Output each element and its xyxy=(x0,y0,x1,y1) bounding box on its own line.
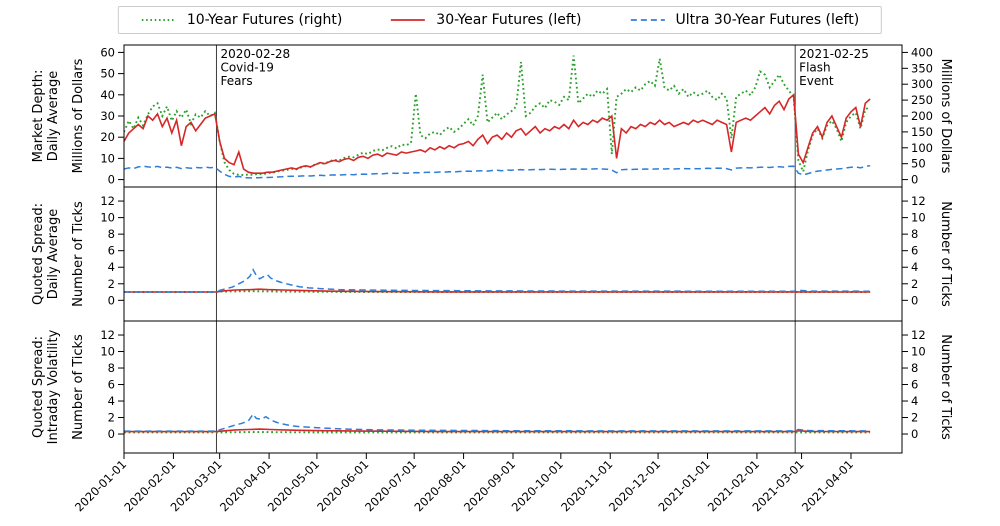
y-tick-label: 20 xyxy=(100,130,115,144)
y-tick-label: 2 xyxy=(108,277,115,291)
series-30-year-futures-left xyxy=(124,288,871,293)
y-tick-label: 6 xyxy=(108,378,115,392)
y-tick-label-right: 12 xyxy=(911,194,926,208)
y-tick-label-right: 150 xyxy=(911,125,933,139)
ylabel-left: Number of Ticks xyxy=(71,334,86,440)
y-tick-label-right: 0 xyxy=(911,427,918,441)
annotation-text: 2021-02-25 xyxy=(799,47,869,61)
legend-item-ultra-30-year: Ultra 30-Year Futures (left) xyxy=(630,12,860,28)
legend-label-10-year: 10-Year Futures (right) xyxy=(186,12,343,28)
y-tick-label: 8 xyxy=(108,361,115,375)
x-tick-label: 2020-10-01 xyxy=(509,457,566,514)
annotation-text: Covid-19 xyxy=(220,61,273,75)
series-ultra-30-year-futures-left xyxy=(124,165,871,179)
y-tick-label: 60 xyxy=(100,45,115,59)
x-tick-label: 2021-01-01 xyxy=(655,457,712,514)
y-tick-label: 4 xyxy=(108,394,115,408)
y-tick-label-right: 0 xyxy=(911,293,918,307)
y-tick-label: 0 xyxy=(108,427,115,441)
x-tick-label: 2020-12-01 xyxy=(606,457,663,514)
legend-label-30-year: 30-Year Futures (left) xyxy=(436,12,582,28)
dashed-line-icon xyxy=(630,19,665,21)
y-tick-label-right: 2 xyxy=(911,411,918,425)
y-tick-label: 12 xyxy=(100,194,115,208)
solid-line-icon xyxy=(391,19,426,21)
y-tick-label-right: 300 xyxy=(911,77,933,91)
y-tick-label: 0 xyxy=(108,293,115,307)
y-tick-label-right: 2 xyxy=(911,277,918,291)
y-tick-label-right: 6 xyxy=(911,244,918,258)
annotation-text: Flash xyxy=(799,61,830,75)
panel-frame-1 xyxy=(123,186,903,322)
y-tick-label: 12 xyxy=(100,328,115,342)
x-tick-label: 2020-07-01 xyxy=(362,457,419,514)
x-tick-label: 2020-08-01 xyxy=(412,457,469,514)
y-tick-label-right: 250 xyxy=(911,93,933,107)
y-tick-label-right: 50 xyxy=(911,157,926,171)
y-tick-label-right: 8 xyxy=(911,227,918,241)
y-tick-label-right: 0 xyxy=(911,173,918,187)
y-tick-label-right: 400 xyxy=(911,45,933,59)
y-tick-label-right: 4 xyxy=(911,260,918,274)
series-30-year-futures-left xyxy=(124,428,871,433)
y-tick-label: 4 xyxy=(108,260,115,274)
annotation-text: Fears xyxy=(220,74,252,88)
chart-legend: 10-Year Futures (right) 30-Year Futures … xyxy=(117,6,883,34)
annotation-text: 2020-02-28 xyxy=(220,47,290,61)
ylabel-left: Millions of Dollars xyxy=(71,58,86,173)
dotted-line-icon xyxy=(141,19,176,21)
y-tick-label-right: 350 xyxy=(911,61,933,75)
ylabel-right: Millions of Dollars xyxy=(938,59,953,174)
y-tick-label: 10 xyxy=(100,345,115,359)
ylabel-left: Number of Ticks xyxy=(71,201,86,307)
y-tick-label: 6 xyxy=(108,244,115,258)
y-tick-label: 30 xyxy=(100,109,115,123)
row-label: Quoted Spread: xyxy=(31,336,46,438)
ylabel-right: Number of Ticks xyxy=(938,201,953,307)
y-tick-label: 40 xyxy=(100,88,115,102)
y-tick-label-right: 12 xyxy=(911,328,926,342)
panel-frame-2 xyxy=(123,320,903,454)
x-tick-label: 2020-05-01 xyxy=(265,457,322,514)
x-tick-label: 2021-04-01 xyxy=(799,457,856,514)
y-tick-label: 8 xyxy=(108,227,115,241)
row-label: Daily Average xyxy=(46,71,61,161)
series-ultra-30-year-futures-left xyxy=(124,268,871,293)
y-tick-label-right: 4 xyxy=(911,394,918,408)
y-tick-label: 0 xyxy=(108,173,115,187)
x-tick-label: 2020-01-01 xyxy=(72,457,129,514)
row-label: Quoted Spread: xyxy=(31,203,46,305)
row-label: Intraday Volatility xyxy=(46,329,61,444)
legend-label-ultra-30-year: Ultra 30-Year Futures (left) xyxy=(675,12,860,28)
series-ultra-30-year-futures-left xyxy=(124,412,871,432)
y-tick-label: 10 xyxy=(100,211,115,225)
series-30-year-futures-left xyxy=(124,93,871,174)
axis-labels: Market Depth: Daily Average Millions of Do… xyxy=(31,58,953,444)
y-tick-label-right: 200 xyxy=(911,109,933,123)
legend-item-30-year: 30-Year Futures (left) xyxy=(390,12,582,28)
y-tick-label-right: 8 xyxy=(911,361,918,375)
y-tick-label-right: 10 xyxy=(911,211,926,225)
event-vlines xyxy=(215,45,796,453)
annotation-text: Event xyxy=(799,74,834,88)
legend-item-10-year: 10-Year Futures (right) xyxy=(141,12,342,28)
y-tick-label-right: 6 xyxy=(911,378,918,392)
ylabel-right: Number of Ticks xyxy=(938,334,953,440)
y-tick-label: 50 xyxy=(100,67,115,81)
y-tick-label: 2 xyxy=(108,411,115,425)
y-tick-label-right: 100 xyxy=(911,141,933,155)
y-tick-label: 10 xyxy=(100,151,115,165)
series-lines xyxy=(124,55,871,434)
y-tick-label-right: 10 xyxy=(911,345,926,359)
row-label: Market Depth: xyxy=(31,70,46,163)
row-label: Daily Average xyxy=(46,209,61,299)
